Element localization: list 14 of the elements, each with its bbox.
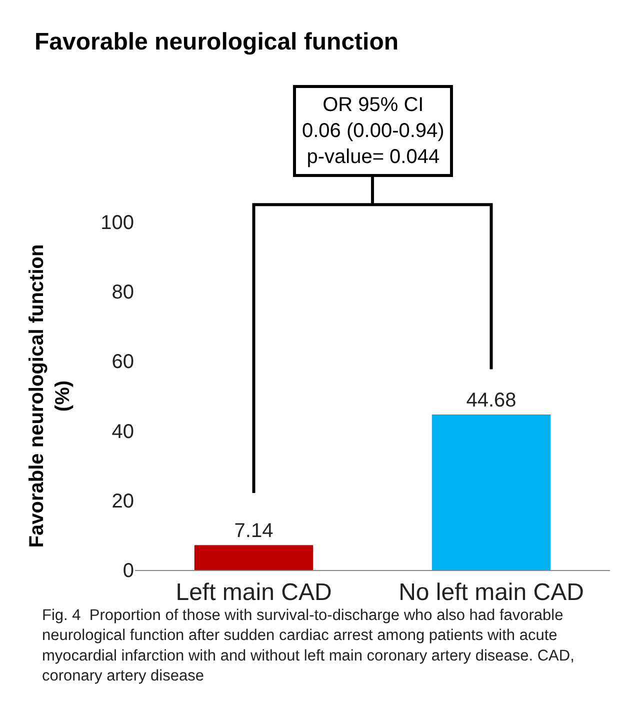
- y-tick-label: 20: [112, 490, 134, 512]
- caption: Fig. 4 Proportion of those with survival-to-discharge who also had favorable neurological function after sudden cardiac arrest among patients with acute myocardial infarction with and without left main coronary artery disease. CAD, coronary artery disease: [42, 607, 574, 684]
- y-tick-label: 80: [112, 282, 134, 304]
- y-tick-label: 40: [112, 420, 134, 443]
- chart-title: Favorable neurological function: [34, 28, 399, 56]
- text: OR 95% CI 0.06 (0.00-0.94) p-value= 0.044: [302, 94, 444, 168]
- data-label: 44.68: [466, 390, 516, 412]
- x-tick-label: No left main CAD: [398, 578, 584, 606]
- data-label: 7.14: [234, 520, 274, 542]
- y-tick-label: 60: [112, 351, 134, 374]
- x-tick-label: Left main CAD: [176, 578, 332, 606]
- y-tick-label: 0: [122, 560, 134, 582]
- y-tick-label: 100: [100, 212, 134, 234]
- y-axis-title: Favorable neurological function (%): [26, 244, 74, 548]
